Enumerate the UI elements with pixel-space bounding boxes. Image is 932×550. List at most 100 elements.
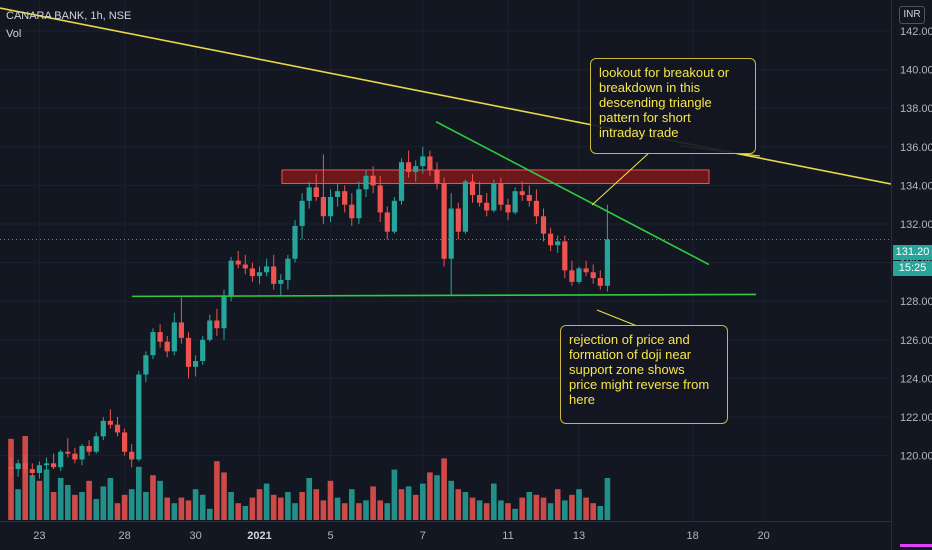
volume-bar (100, 486, 107, 520)
candle (86, 440, 92, 456)
candle-body (235, 260, 241, 265)
candle (597, 270, 603, 290)
candle (434, 162, 440, 190)
volume-bar (136, 466, 142, 520)
candle-body (377, 185, 383, 213)
price-tick-label: 124.00 (900, 373, 932, 385)
volume-bar (256, 489, 263, 520)
candle (313, 173, 319, 201)
volume-bar (263, 483, 270, 520)
candle (285, 254, 291, 290)
gridlines (0, 0, 891, 521)
candle-body (264, 266, 270, 273)
currency-button[interactable]: INR (899, 6, 925, 24)
volume-bar (519, 497, 525, 520)
candle-body (455, 208, 461, 232)
volume-bar (292, 503, 298, 520)
volume-bar (157, 480, 163, 520)
candle (114, 417, 121, 437)
volume-bar (178, 497, 185, 520)
candle (569, 260, 575, 286)
descending-trendline[interactable] (0, 7, 892, 185)
candle-body (540, 216, 547, 234)
price-axis[interactable]: 142.00140.00138.00136.00134.00132.00130.… (900, 26, 932, 463)
candle-body (462, 181, 468, 232)
candle-body (107, 420, 113, 425)
candle (583, 260, 589, 277)
candle-body (519, 191, 525, 196)
candle (22, 455, 28, 473)
drawings-back (0, 7, 892, 240)
volume-bar (320, 500, 327, 520)
price-tick-label: 136.00 (900, 142, 932, 154)
candle (420, 146, 426, 174)
candle (491, 179, 497, 213)
candle-body (36, 465, 42, 473)
candle (214, 308, 220, 336)
annotation-bottom-note[interactable]: rejection of price and formation of doji… (560, 325, 728, 424)
last-price-badge: 131.20 (893, 245, 932, 260)
candle-body (370, 175, 376, 186)
candle-body (136, 374, 142, 460)
volume-bar (391, 469, 398, 520)
annotation-top-note[interactable]: lookout for breakout or breakdown in thi… (590, 58, 756, 154)
volume-legend[interactable]: Vol (6, 28, 21, 40)
volume-bar (547, 503, 554, 520)
candle (448, 193, 454, 296)
time-tick-label: 30 (189, 530, 201, 542)
candle (306, 181, 312, 209)
candle (406, 150, 412, 178)
support-line[interactable] (131, 293, 757, 298)
candle (65, 438, 71, 458)
candle (384, 206, 390, 240)
volume-bar (72, 494, 78, 520)
candle-body (278, 279, 284, 284)
volume-bar (562, 500, 568, 520)
candle (335, 183, 341, 207)
volume-bar (171, 503, 178, 520)
candle-body (555, 241, 561, 246)
symbol-legend[interactable]: CANARA BANK, 1h, NSE (6, 10, 131, 22)
candle (540, 208, 547, 242)
time-tick-label: 7 (420, 530, 426, 542)
triangle-resistance-line[interactable] (435, 121, 710, 266)
time-axis[interactable]: 23 28 30 2021 5 7 11 13 18 20 (33, 530, 769, 542)
candle (271, 254, 277, 290)
volume-bar (242, 506, 249, 520)
candle (477, 181, 483, 207)
candle-body (58, 451, 64, 468)
price-tick-label: 122.00 (900, 412, 932, 424)
volume-bar (15, 489, 21, 520)
volume-bar (476, 500, 483, 520)
candle (455, 202, 461, 240)
candle (15, 459, 21, 477)
volume-bar (235, 503, 241, 520)
candle-body (406, 162, 412, 172)
volume-bar (576, 489, 582, 520)
volume-bar (434, 475, 440, 520)
candle-body (29, 469, 35, 473)
candle-body (129, 451, 135, 460)
volume-bar (356, 503, 362, 520)
resistance-zone[interactable] (281, 169, 710, 184)
candle (157, 324, 163, 348)
candle-body (569, 270, 575, 282)
candle-body (214, 320, 220, 329)
candle-body (327, 196, 334, 217)
volume-bar (384, 503, 391, 520)
volume-bar (462, 492, 469, 520)
volume-bar (221, 472, 227, 520)
candle (264, 258, 270, 277)
candle-body (434, 169, 440, 184)
volume-bar (569, 494, 575, 520)
volume-bar (498, 500, 504, 520)
candle (526, 185, 532, 207)
volume-bar (192, 489, 199, 520)
time-tick-label: 18 (686, 530, 698, 542)
candle-body (391, 200, 397, 232)
volume-bar (455, 489, 462, 520)
candle-body (122, 432, 128, 452)
volume-bar (491, 483, 497, 520)
